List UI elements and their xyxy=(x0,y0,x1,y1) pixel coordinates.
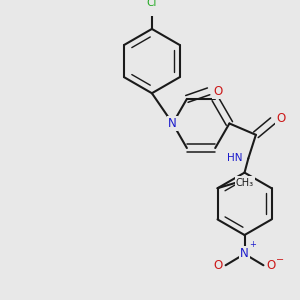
Text: O: O xyxy=(213,85,223,98)
Text: +: + xyxy=(249,240,256,249)
Text: O: O xyxy=(277,112,286,125)
Text: −: − xyxy=(276,255,284,265)
Text: N: N xyxy=(168,117,177,130)
Text: Cl: Cl xyxy=(147,0,157,8)
Text: HN: HN xyxy=(227,154,243,164)
Text: O: O xyxy=(213,259,223,272)
Text: N: N xyxy=(240,248,249,260)
Text: CH₃: CH₃ xyxy=(236,178,254,188)
Text: O: O xyxy=(266,259,276,272)
